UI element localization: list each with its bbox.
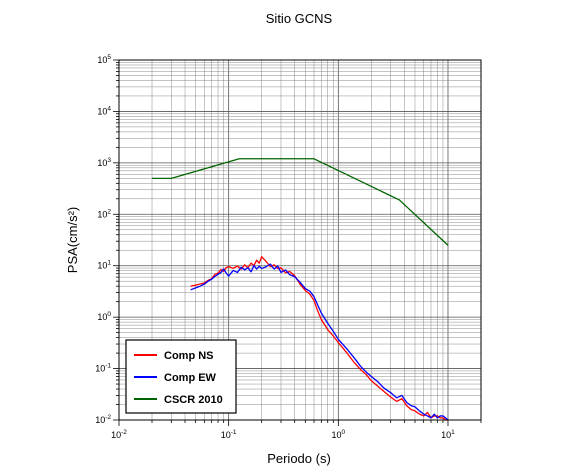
series-line-2	[190, 263, 449, 421]
chart-title: Sitio GCNS	[266, 11, 333, 26]
x-tick-label: 10-1	[221, 429, 237, 440]
y-axis-label: PSA(cm/s²)	[65, 207, 80, 273]
y-tick-label: 105	[97, 54, 111, 65]
plot-frame	[118, 59, 482, 421]
y-tick-label: 101	[97, 260, 111, 271]
series-line-1	[190, 256, 448, 421]
x-tick-label: 100	[332, 429, 346, 440]
legend: Comp NS Comp EW CSCR 2010	[125, 339, 237, 414]
series-layer	[152, 158, 449, 421]
y-tick-label: 10-1	[95, 363, 111, 374]
series-line-3	[152, 158, 449, 246]
x-tick-label: 101	[441, 429, 455, 440]
tick-labels: 10-2 10-1 100 101 10-2 10-1 100 101 102 103 104 105	[95, 54, 455, 440]
y-tick-label: 100	[97, 311, 111, 322]
legend-label: Comp EW	[164, 372, 217, 384]
y-tick-label: 102	[97, 208, 111, 219]
x-tick-label: 10-2	[111, 429, 127, 440]
y-tick-label: 10-2	[95, 414, 111, 425]
y-tick-label: 104	[97, 105, 111, 116]
legend-label: Comp NS	[164, 350, 214, 362]
legend-label: CSCR 2010	[164, 394, 223, 406]
y-tick-label: 103	[97, 157, 111, 168]
x-axis-label: Periodo (s)	[267, 451, 331, 466]
